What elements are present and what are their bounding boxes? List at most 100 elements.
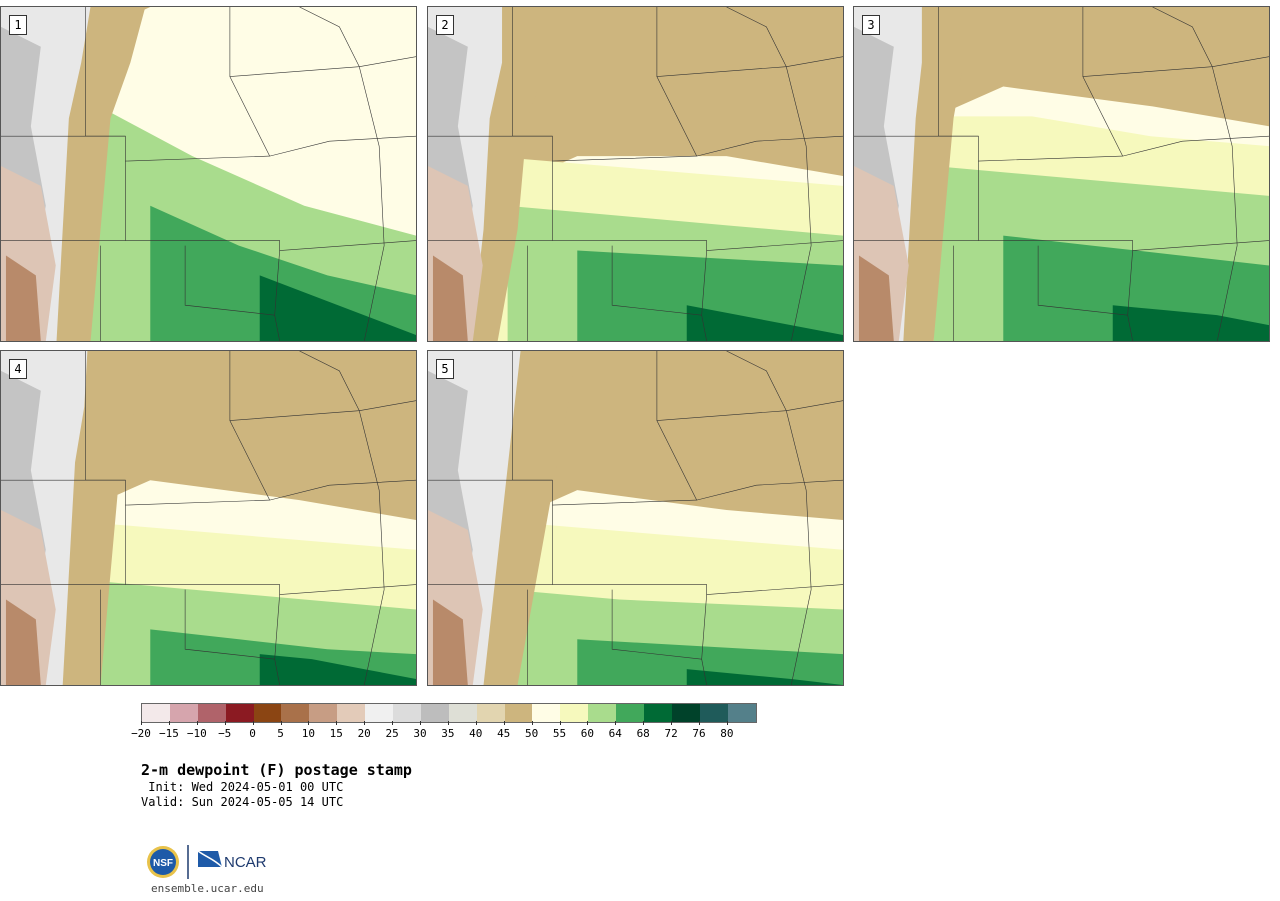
colorbar-swatch <box>671 704 700 722</box>
colorbar-tick-mark <box>671 721 673 725</box>
state-border <box>790 589 812 685</box>
map-panel-4: 4 <box>0 350 417 686</box>
colorbar-swatch <box>253 704 282 722</box>
state-border <box>428 584 843 595</box>
colorbar-tick-label: 80 <box>720 727 734 740</box>
very-humid-band <box>259 275 416 341</box>
dewpoint-map-4 <box>1 351 416 685</box>
colorbar-tick-label: 30 <box>413 727 427 740</box>
state-border <box>229 420 270 501</box>
nsf-ncar-logo: NSF NCAR <box>147 845 267 879</box>
colorbar-tick-label: −15 <box>158 727 179 740</box>
colorbar-swatch <box>616 704 645 722</box>
colorbar-tick-label: 20 <box>357 727 371 740</box>
colorbar-swatch <box>644 704 672 722</box>
state-border <box>552 135 843 162</box>
state-border <box>978 135 1269 162</box>
ncar-logo-text: NCAR <box>224 854 267 871</box>
colorbar-tick-mark <box>364 721 366 725</box>
colorbar-swatch <box>281 704 310 722</box>
map-panel-3: 3 <box>853 6 1270 342</box>
state-border <box>428 240 843 251</box>
state-border <box>785 410 812 590</box>
dewpoint-map-5 <box>428 351 843 685</box>
colorbar-tick-mark <box>224 721 226 725</box>
state-border <box>229 351 416 421</box>
colorbar-tick-label: 50 <box>524 727 539 740</box>
colorbar-swatch <box>337 704 366 722</box>
colorbar-tick-label: −20 <box>131 727 151 740</box>
very-humid-band <box>686 305 843 341</box>
colorbar-tick-label: 72 <box>664 727 678 740</box>
colorbar-tick-mark <box>392 721 394 725</box>
desert-core-region <box>858 255 894 341</box>
colorbar-tick-label: 25 <box>385 727 399 740</box>
colorbar-tick-label: 55 <box>552 727 567 740</box>
state-border <box>1211 66 1238 246</box>
colorbar-tick-label: 10 <box>301 727 316 740</box>
state-border <box>785 66 812 246</box>
colorbar-tick-mark <box>475 721 477 725</box>
very-humid-band <box>259 654 416 685</box>
map-panel-5: 5 <box>427 350 844 686</box>
state-border <box>358 410 385 590</box>
colorbar-tick-mark <box>280 721 282 725</box>
state-border <box>656 76 697 157</box>
colorbar-tick-mark <box>141 721 142 725</box>
colorbar-swatch <box>532 704 561 722</box>
panel-number: 1 <box>9 15 27 35</box>
colorbar-swatch <box>420 704 449 722</box>
colorbar-swatch <box>504 704 533 722</box>
dewpoint-map-1 <box>1 7 416 341</box>
state-border <box>1037 245 1133 316</box>
state-border <box>299 351 360 411</box>
colorbar-swatch <box>699 704 728 722</box>
humid-band <box>577 250 843 341</box>
colorbar-tick-mark <box>615 721 617 725</box>
desert-core-region <box>5 255 41 341</box>
colorbar-tick-mark <box>447 721 449 725</box>
map-panel-1: 1 <box>0 6 417 342</box>
colorbar-swatch <box>197 704 226 722</box>
colorbar-tick-mark <box>587 721 589 725</box>
colorbar-tick-label: 60 <box>580 727 595 740</box>
colorbar-swatch <box>588 704 617 722</box>
colorbar-tick-label: 76 <box>692 727 706 740</box>
colorbar-tick-label: 0 <box>249 727 256 740</box>
colorbar-ticks: −20 −15 −10 −5 0 5 10 15 20 25 30 35 40 45 50 55 60 64 68 7… <box>131 727 761 741</box>
panel-number: 2 <box>436 15 454 35</box>
colorbar-swatch <box>727 704 756 722</box>
state-border <box>363 589 385 685</box>
colorbar-swatch <box>476 704 505 722</box>
humid-band <box>150 205 416 341</box>
panel-number: 3 <box>862 15 880 35</box>
colorbar-tick-label: −5 <box>218 727 232 740</box>
colorbar-tick-mark <box>196 721 198 725</box>
state-border <box>299 7 360 67</box>
state-border <box>229 76 270 157</box>
colorbar-swatch <box>448 704 477 722</box>
state-border <box>726 7 787 67</box>
very-humid-band <box>1112 305 1269 341</box>
colorbar-tick-label: 64 <box>608 727 622 740</box>
state-border <box>854 240 1269 251</box>
colorbar-tick-mark <box>308 721 310 725</box>
colorbar-tick-label: 68 <box>636 727 650 740</box>
map-panel-2: 2 <box>427 6 844 342</box>
state-border <box>656 7 843 77</box>
state-border <box>274 315 280 341</box>
state-border <box>611 245 707 316</box>
state-border <box>1216 245 1238 341</box>
dewpoint-map-2 <box>428 7 843 341</box>
colorbar-tick-label: −10 <box>186 727 207 740</box>
colorbar <box>141 703 757 723</box>
colorbar-tick-mark <box>726 721 728 725</box>
dewpoint-map-3 <box>854 7 1269 341</box>
colorbar-tick-mark <box>503 721 505 725</box>
state-border <box>229 7 416 77</box>
colorbar-tick-mark <box>643 721 645 725</box>
desert-core-region <box>432 599 468 685</box>
state-border <box>701 315 707 341</box>
valid-time: Valid: Sun 2024-05-05 14 UTC <box>141 795 344 809</box>
desert-core-region <box>5 599 41 685</box>
